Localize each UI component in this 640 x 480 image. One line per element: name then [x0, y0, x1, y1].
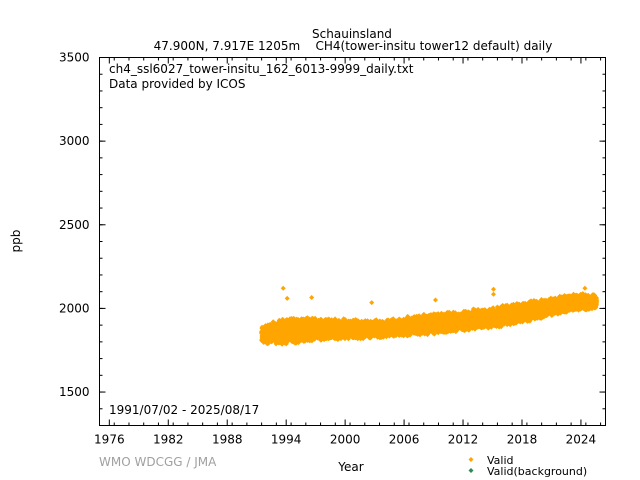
data-points: [259, 285, 600, 347]
chart-subtitle: 47.900N, 7.917E 1205m CH4(tower-insitu t…: [154, 39, 553, 53]
chart-title: Schauinsland: [312, 27, 392, 41]
